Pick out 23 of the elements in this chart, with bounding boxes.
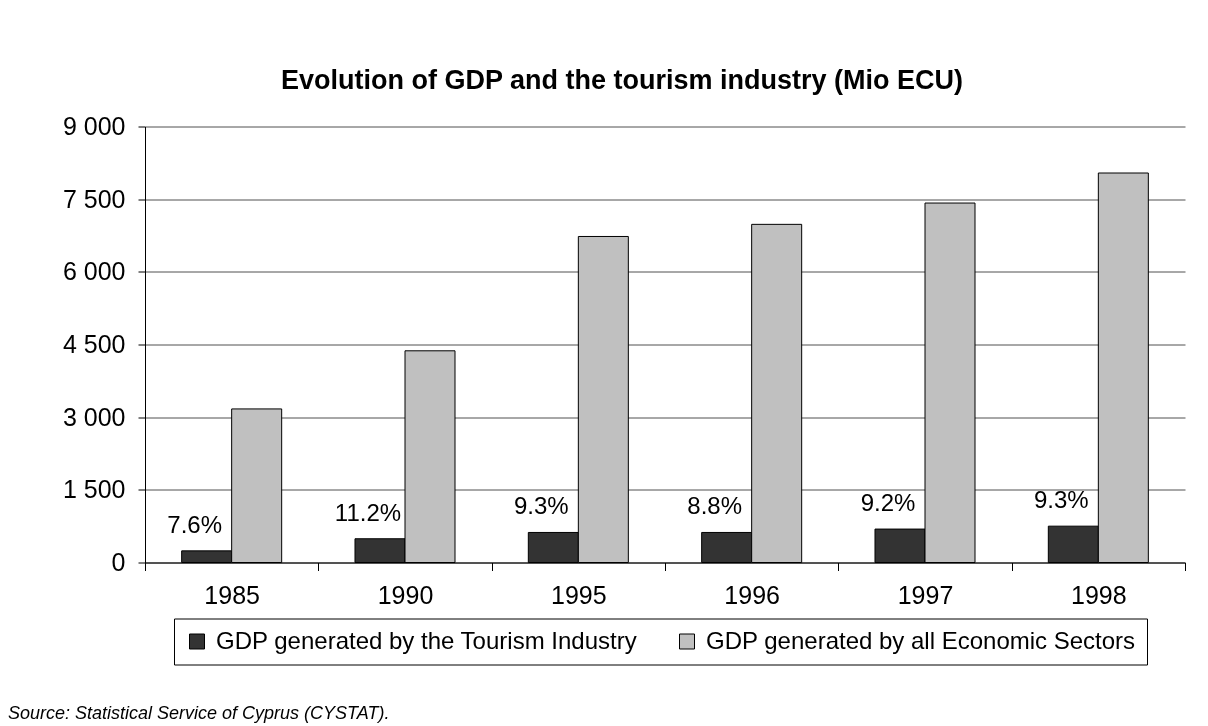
y-tick-label: 3 000 bbox=[62, 402, 126, 431]
annotation: 9.3% bbox=[513, 492, 569, 520]
x-tick-label: 1995 bbox=[551, 581, 607, 609]
y-tick-label: 0 bbox=[111, 548, 126, 576]
annotation: 7.6% bbox=[167, 510, 223, 538]
y-tick-label: 9 000 bbox=[62, 112, 126, 140]
legend-label: GDP generated by all Economic Sectors bbox=[706, 626, 1136, 654]
annotation: 9.2% bbox=[860, 489, 916, 517]
x-tick-label: 1985 bbox=[204, 581, 260, 609]
chart-title: Evolution of GDP and the tourism industry (Mio ECU) bbox=[280, 64, 964, 95]
source-note: Source: Statistical Service of Cyprus (CYSTAT). bbox=[8, 703, 390, 723]
y-tick-label: 6 000 bbox=[62, 257, 126, 286]
y-tick-label: 4 500 bbox=[62, 330, 126, 358]
legend-label: GDP generated by the Tourism Industry bbox=[216, 626, 637, 654]
y-tick-label: 1 500 bbox=[62, 475, 126, 504]
x-tick-label: 1998 bbox=[1071, 581, 1127, 609]
annotation: 11.2% bbox=[334, 498, 402, 526]
y-tick-label: 7 500 bbox=[62, 184, 126, 213]
x-tick-label: 1990 bbox=[377, 581, 434, 609]
x-tick-label: 1997 bbox=[897, 581, 954, 609]
annotation: 9.3% bbox=[1033, 486, 1089, 514]
x-tick-label: 1996 bbox=[724, 581, 780, 609]
annotation: 8.8% bbox=[687, 492, 743, 520]
